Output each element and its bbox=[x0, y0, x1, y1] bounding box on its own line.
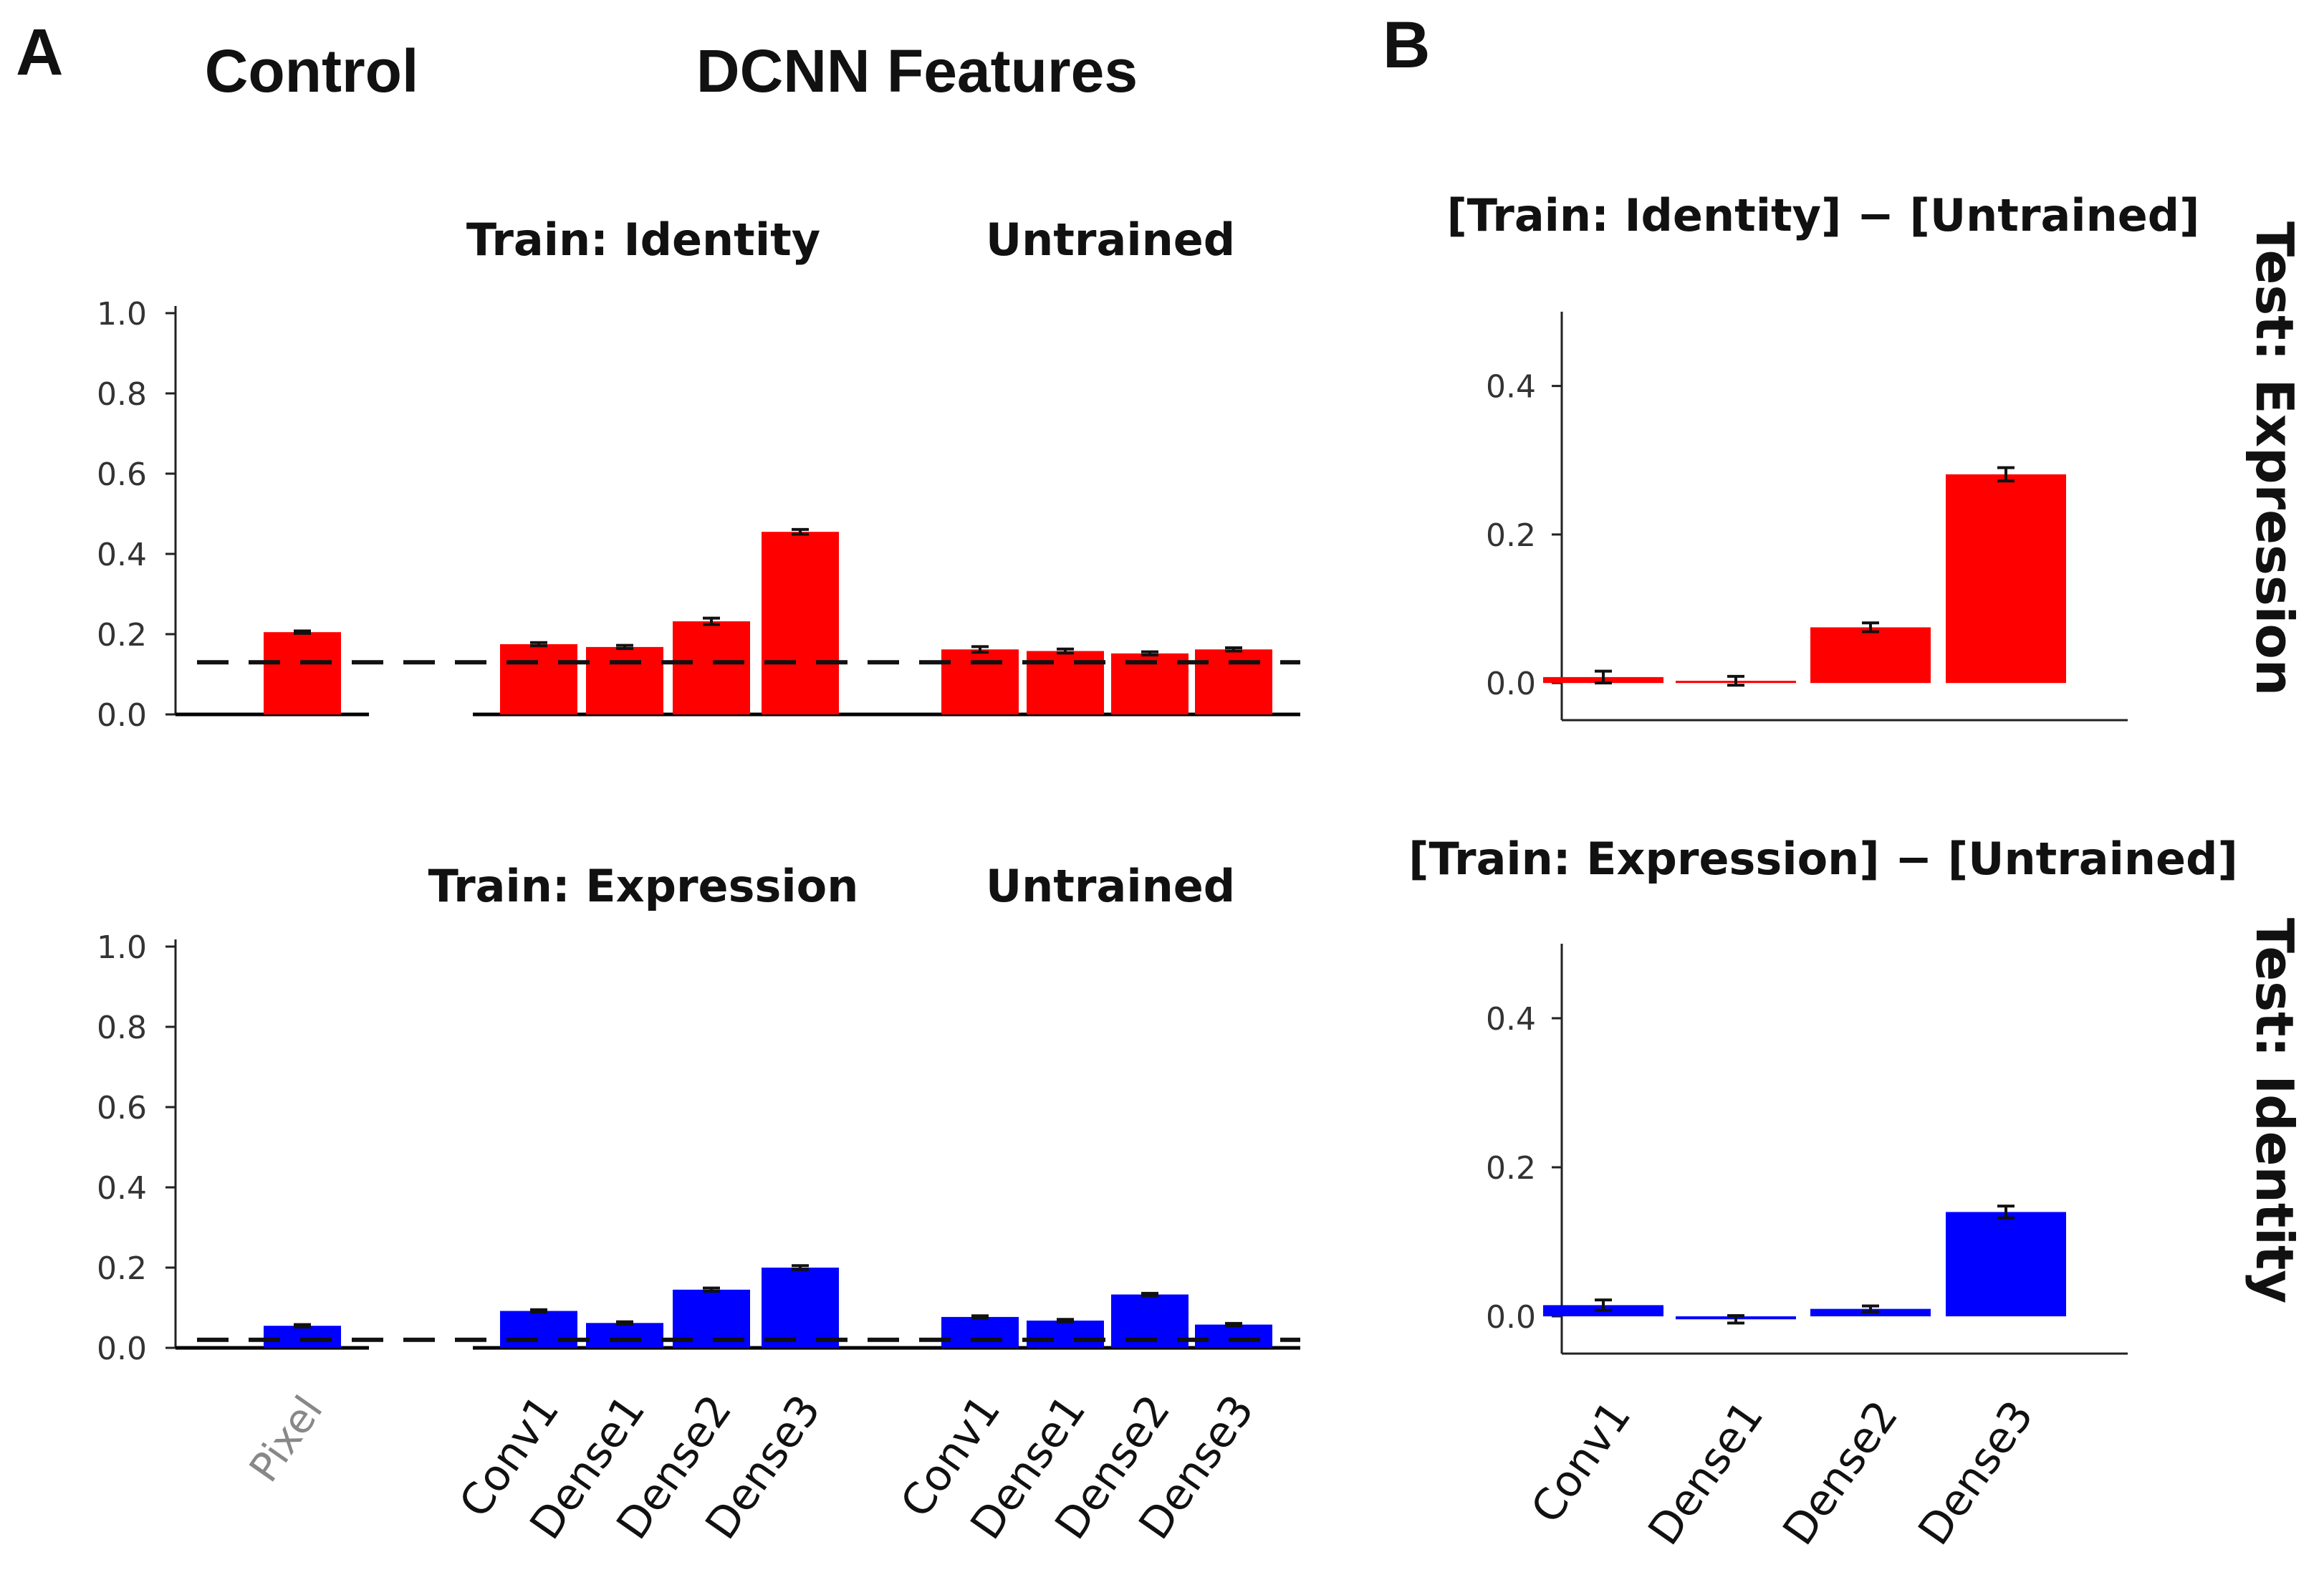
title-a-top-untrained: Untrained bbox=[986, 214, 1235, 266]
x-tick-label-dense3: Dense3 bbox=[1908, 1392, 2043, 1554]
y-tick-label: 0.6 bbox=[97, 456, 147, 493]
y-tick-label: 0.6 bbox=[97, 1090, 147, 1126]
bar-dense3 bbox=[1946, 1212, 2066, 1316]
side-label-test-identity: Test: Identity bbox=[2244, 918, 2305, 1303]
header-control: Control bbox=[205, 37, 419, 105]
y-tick-label: 0.8 bbox=[97, 1010, 147, 1046]
y-tick-label: 1.0 bbox=[97, 929, 147, 966]
panel-label-a: A bbox=[16, 16, 63, 89]
bar-trained-conv1 bbox=[500, 1311, 577, 1348]
x-tick-label-control-pixel: Pixel bbox=[241, 1388, 332, 1490]
bar-dense3 bbox=[1946, 474, 2066, 684]
y-tick-label: 0.0 bbox=[1486, 1299, 1536, 1336]
bar-untrained-dense3 bbox=[1195, 649, 1272, 714]
y-tick-label: 0.2 bbox=[1486, 517, 1536, 554]
title-a-bottom-trained: Train: Expression bbox=[428, 860, 859, 912]
chart-a-top: 0.0 0.2 0.4 0.6 0.8 1.0 bbox=[97, 296, 1300, 734]
x-tick-label-dense1: Dense1 bbox=[1638, 1392, 1773, 1554]
bar-trained-dense3 bbox=[762, 1268, 839, 1348]
title-b-top: [Train: Identity] − [Untrained] bbox=[1446, 189, 2199, 241]
y-tick-label: 0.0 bbox=[1486, 666, 1536, 702]
x-tick-label-dense2: Dense2 bbox=[1773, 1392, 1908, 1554]
bar-untrained-conv1 bbox=[941, 1316, 1019, 1348]
title-b-bottom: [Train: Expression] − [Untrained] bbox=[1408, 833, 2238, 885]
x-tick-label-conv1: Conv1 bbox=[1522, 1392, 1641, 1532]
y-tick-label: 0.2 bbox=[1486, 1150, 1536, 1187]
bar-untrained-dense1 bbox=[1027, 1320, 1104, 1348]
y-tick-label: 0.4 bbox=[1486, 1001, 1536, 1038]
bar-trained-dense3 bbox=[762, 532, 839, 714]
title-a-bottom-untrained: Untrained bbox=[986, 860, 1235, 912]
header-dcnn-features: DCNN Features bbox=[696, 37, 1138, 105]
bar-untrained-conv1 bbox=[941, 649, 1019, 714]
y-tick-label: 0.0 bbox=[97, 697, 147, 734]
y-tick-label: 0.4 bbox=[1486, 369, 1536, 406]
bar-dense2 bbox=[1810, 627, 1931, 684]
y-tick-label: 0.2 bbox=[97, 617, 147, 654]
bar-trained-dense1 bbox=[586, 1323, 663, 1348]
bar-control-pixel bbox=[264, 632, 341, 714]
bar-control-pixel bbox=[264, 1326, 341, 1348]
chart-b-top: 0.0 0.2 0.4 bbox=[1486, 312, 2128, 722]
y-tick-label: 1.0 bbox=[97, 296, 147, 332]
y-tick-label: 0.0 bbox=[97, 1331, 147, 1367]
y-tick-label: 0.2 bbox=[97, 1250, 147, 1287]
side-label-test-expression: Test: Expression bbox=[2244, 221, 2305, 696]
y-tick-label: 0.8 bbox=[97, 376, 147, 413]
panel-label-b: B bbox=[1383, 9, 1430, 82]
bar-trained-dense1 bbox=[586, 646, 663, 714]
bar-trained-dense2 bbox=[673, 621, 750, 714]
y-tick-label: 0.4 bbox=[97, 1170, 147, 1207]
title-a-top-trained: Train: Identity bbox=[466, 214, 820, 266]
bar-trained-conv1 bbox=[500, 644, 577, 714]
y-tick-label: 0.4 bbox=[97, 537, 147, 573]
bar-untrained-dense3 bbox=[1195, 1324, 1272, 1348]
